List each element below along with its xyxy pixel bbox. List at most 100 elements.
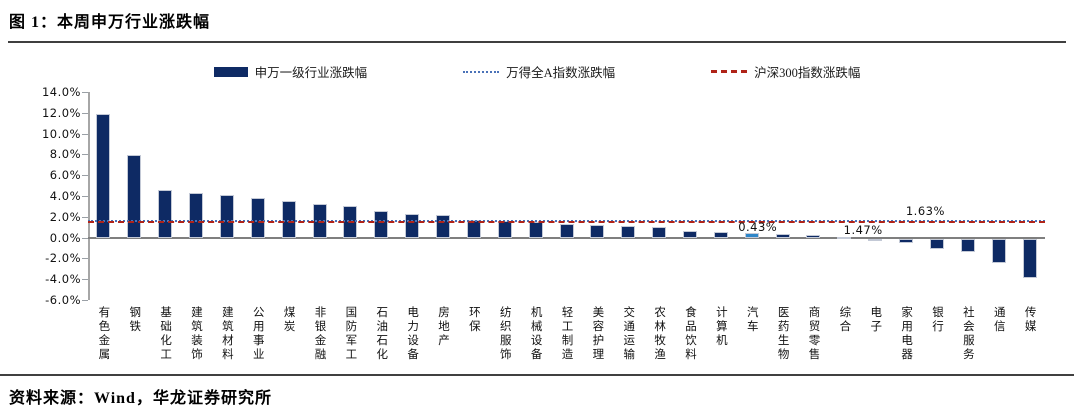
y-axis-tick bbox=[82, 300, 88, 301]
wind-all-a-value-label: 1.63% bbox=[905, 203, 945, 218]
chart-legend: 申万一级行业涨跌幅 万得全A指数涨跌幅 沪深300指数涨跌幅 bbox=[0, 62, 1074, 81]
x-axis-label-建筑材料: 建筑材料 bbox=[220, 306, 233, 362]
x-axis-label-建筑装饰: 建筑装饰 bbox=[190, 306, 203, 362]
bar-通信 bbox=[991, 238, 1006, 263]
x-axis-label-美容护理: 美容护理 bbox=[591, 306, 604, 362]
bar-计算机 bbox=[713, 232, 728, 238]
x-axis-label-机械设备: 机械设备 bbox=[529, 306, 542, 362]
bar-家用电器 bbox=[899, 238, 914, 243]
bar-食品饮料 bbox=[682, 231, 697, 238]
x-axis-label-环保: 环保 bbox=[467, 306, 480, 334]
y-axis-tick-label: -6.0% bbox=[45, 293, 81, 307]
y-axis-tick-label: 12.0% bbox=[41, 105, 81, 120]
wind-all-a-reference-line bbox=[88, 219, 1045, 222]
y-axis-tick bbox=[82, 279, 88, 281]
bar-交通运输 bbox=[621, 226, 636, 238]
x-axis-label-钢铁: 钢铁 bbox=[128, 306, 141, 334]
bar-医药生物 bbox=[775, 233, 790, 238]
y-axis-tick-label: 2.0% bbox=[49, 209, 81, 224]
bar-煤炭 bbox=[281, 201, 296, 238]
bar-建筑装饰 bbox=[189, 192, 204, 238]
y-axis-tick bbox=[82, 216, 88, 218]
bar-轻工制造 bbox=[559, 224, 574, 238]
legend-label: 申万一级行业涨跌幅 bbox=[254, 66, 368, 80]
x-axis-label-煤炭: 煤炭 bbox=[282, 306, 295, 334]
csi300-reference-line bbox=[88, 221, 1045, 224]
y-axis-tick bbox=[82, 154, 88, 156]
x-axis-label-国防军工: 国防军工 bbox=[344, 306, 357, 362]
bar-汽车-highlighted bbox=[744, 233, 759, 238]
y-axis-tick-label: 10.0% bbox=[41, 126, 81, 141]
x-axis-label-基础化工: 基础化工 bbox=[159, 306, 172, 362]
x-axis-label-石油石化: 石油石化 bbox=[375, 306, 388, 362]
dotted-line-swatch bbox=[463, 70, 500, 73]
y-axis-tick-label: 14.0% bbox=[41, 85, 81, 99]
bar-房地产 bbox=[436, 214, 451, 238]
data-source: 资料来源：Wind，华龙证券研究所 bbox=[9, 390, 272, 407]
x-axis-label-房地产: 房地产 bbox=[437, 306, 450, 348]
y-axis-tick-label: 6.0% bbox=[49, 168, 81, 183]
legend-label: 万得全A指数涨跌幅 bbox=[506, 66, 616, 80]
bar-社会服务 bbox=[960, 238, 975, 253]
x-axis-label-综合: 综合 bbox=[838, 306, 851, 334]
legend-item-csi300: 沪深300指数涨跌幅 bbox=[711, 62, 860, 81]
y-axis-tick-label: -4.0% bbox=[45, 272, 81, 287]
legend-item-wind-all-a: 万得全A指数涨跌幅 bbox=[463, 62, 615, 81]
bar-建筑材料 bbox=[219, 194, 234, 238]
bar-电子 bbox=[868, 238, 883, 241]
bar-农林牧渔 bbox=[652, 227, 667, 238]
y-axis-tick-label: -2.0% bbox=[45, 251, 81, 266]
bar-swatch bbox=[213, 66, 248, 77]
bar-钢铁 bbox=[127, 155, 142, 238]
y-axis-tick bbox=[82, 112, 88, 114]
y-axis-tick-label: 0.0% bbox=[49, 230, 81, 245]
x-axis-label-农林牧渔: 农林牧渔 bbox=[653, 306, 666, 362]
x-axis-label-电子: 电子 bbox=[869, 306, 882, 334]
title-divider bbox=[8, 41, 1066, 43]
x-axis-label-医药生物: 医药生物 bbox=[776, 306, 789, 362]
legend-item-industry: 申万一级行业涨跌幅 bbox=[213, 62, 368, 81]
x-axis-label-交通运输: 交通运输 bbox=[622, 306, 635, 362]
x-axis-label-食品饮料: 食品饮料 bbox=[683, 306, 696, 362]
x-axis-label-通信: 通信 bbox=[992, 306, 1005, 334]
figure-title: 图 1：本周申万行业涨跌幅 bbox=[9, 14, 211, 31]
y-axis-tick bbox=[82, 133, 88, 135]
x-axis-label-计算机: 计算机 bbox=[714, 306, 727, 348]
y-axis-tick bbox=[82, 258, 88, 260]
bar-电力设备 bbox=[405, 213, 420, 238]
y-axis-tick bbox=[82, 237, 88, 239]
highlight-bar-value-label: 0.43% bbox=[738, 220, 778, 235]
x-axis-line bbox=[88, 236, 1045, 239]
csi300-value-label: 1.47% bbox=[843, 223, 883, 238]
x-axis-label-电力设备: 电力设备 bbox=[406, 306, 419, 362]
bar-银行 bbox=[929, 238, 944, 249]
bar-美容护理 bbox=[590, 225, 605, 238]
bar-基础化工 bbox=[158, 189, 173, 238]
x-axis-label-有色金属: 有色金属 bbox=[97, 306, 110, 362]
x-axis-label-汽车: 汽车 bbox=[745, 306, 758, 334]
bar-纺织服饰 bbox=[497, 220, 512, 238]
bar-公用事业 bbox=[250, 198, 265, 238]
x-axis-label-银行: 银行 bbox=[930, 306, 943, 334]
bar-商贸零售 bbox=[806, 235, 821, 238]
x-axis-label-商贸零售: 商贸零售 bbox=[807, 306, 820, 362]
bar-综合 bbox=[837, 237, 852, 240]
x-axis-label-纺织服饰: 纺织服饰 bbox=[498, 306, 511, 362]
y-axis-tick bbox=[82, 175, 88, 177]
y-axis-tick-label: 4.0% bbox=[49, 189, 81, 203]
dashed-line-swatch bbox=[711, 70, 748, 73]
y-axis-tick bbox=[82, 92, 88, 93]
x-axis-label-家用电器: 家用电器 bbox=[900, 306, 913, 362]
x-axis-label-轻工制造: 轻工制造 bbox=[560, 306, 573, 362]
x-axis-label-公用事业: 公用事业 bbox=[251, 306, 264, 362]
legend-label: 沪深300指数涨跌幅 bbox=[754, 66, 861, 80]
x-axis-label-传媒: 传媒 bbox=[1023, 306, 1036, 334]
bar-传媒 bbox=[1022, 238, 1037, 279]
bar-有色金属 bbox=[96, 113, 111, 238]
x-axis-label-非银金融: 非银金融 bbox=[313, 306, 326, 362]
bar-石油石化 bbox=[374, 210, 389, 238]
bar-机械设备 bbox=[528, 222, 543, 238]
y-axis-tick-label: 8.0% bbox=[49, 147, 81, 162]
